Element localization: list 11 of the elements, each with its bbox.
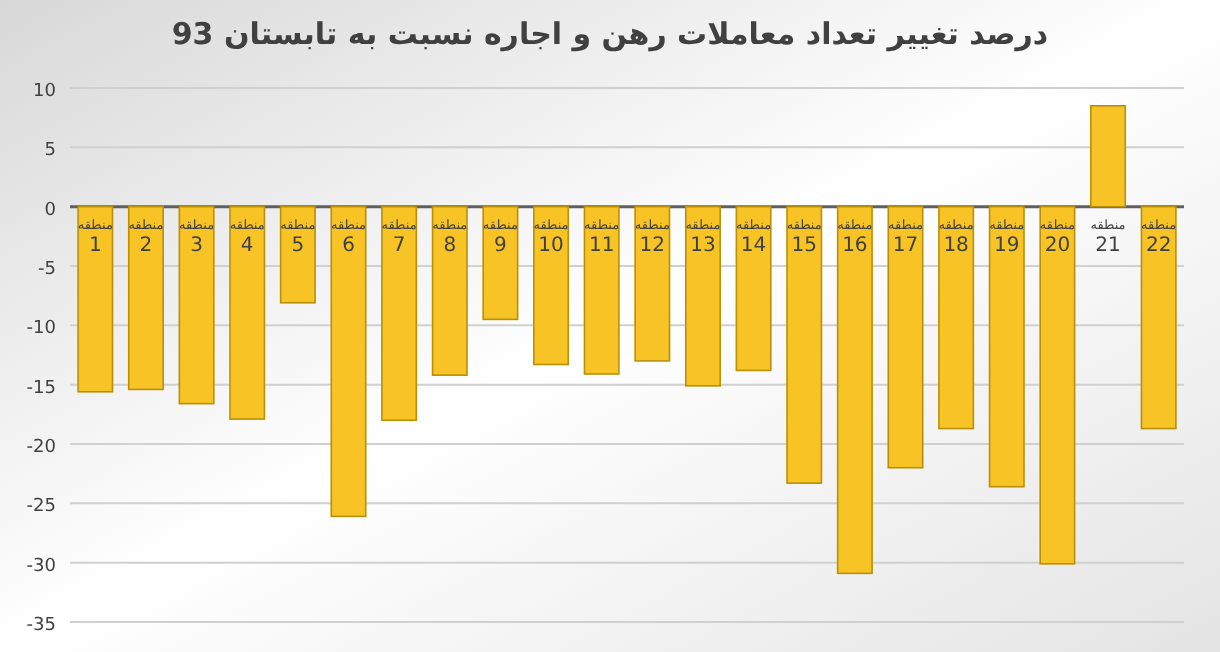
y-tick-label: -30 bbox=[26, 556, 57, 577]
y-tick-label: -25 bbox=[26, 497, 56, 518]
y-tick-label: -15 bbox=[26, 378, 56, 399]
y-tick-label: -20 bbox=[26, 438, 57, 458]
y-tick-label: 10 bbox=[33, 82, 57, 102]
y-tick-label: -35 bbox=[26, 616, 56, 636]
y-tick-label: -10 bbox=[26, 319, 57, 340]
y-tick-label: 5 bbox=[44, 141, 56, 162]
y-tick-label: 0 bbox=[44, 200, 57, 221]
chart-title: درصد تغییر تعداد معاملات رهن و اجاره نسبت به تابستان 93 bbox=[171, 16, 1049, 52]
y-tick-label: -5 bbox=[38, 260, 56, 280]
